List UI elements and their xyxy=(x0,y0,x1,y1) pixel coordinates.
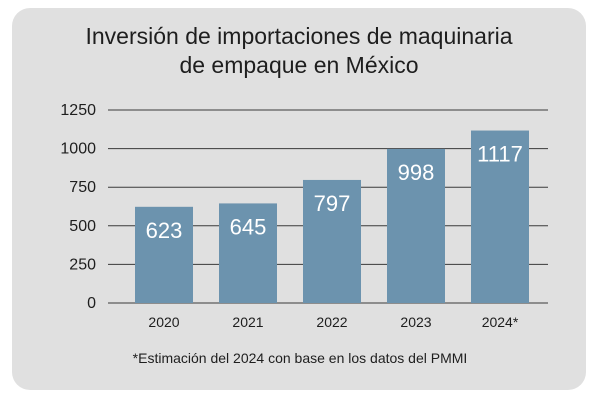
y-tick-label: 1250 xyxy=(60,102,96,119)
bar-value-label: 797 xyxy=(314,191,351,216)
bar-value-labels: 623 645 797 998 1117 xyxy=(146,142,523,243)
bar-value-label: 645 xyxy=(230,214,267,239)
y-axis-tick-labels: 0 250 500 750 1000 1250 xyxy=(60,102,96,312)
y-tick-label: 250 xyxy=(69,256,96,273)
y-tick-label: 1000 xyxy=(60,141,96,158)
bars xyxy=(135,130,529,303)
footnote: *Estimación del 2024 con base en los dat… xyxy=(132,350,468,366)
bar xyxy=(387,148,445,303)
chart-title-line-2: de empaque en México xyxy=(179,52,419,78)
chart-title: Inversión de importaciones de maquinaria… xyxy=(12,22,586,80)
bar-value-label: 1117 xyxy=(477,142,523,167)
x-tick-label: 2021 xyxy=(232,314,263,330)
x-tick-label: 2022 xyxy=(316,314,347,330)
bar xyxy=(471,130,529,303)
bar xyxy=(219,203,277,303)
x-axis-tick-labels: 2020 2021 2022 2023 2024* xyxy=(148,314,518,330)
y-tick-label: 0 xyxy=(87,295,96,312)
x-tick-label: 2024* xyxy=(482,314,519,330)
y-tick-label: 750 xyxy=(69,179,96,196)
bar xyxy=(303,179,361,303)
bar xyxy=(135,206,193,303)
chart-title-line-1: Inversión de importaciones de maquinaria xyxy=(85,23,513,49)
bar-value-label: 998 xyxy=(398,160,435,185)
x-tick-label: 2020 xyxy=(148,314,179,330)
bar-value-label: 623 xyxy=(146,218,183,243)
x-tick-label: 2023 xyxy=(400,314,431,330)
y-tick-label: 500 xyxy=(69,218,96,235)
